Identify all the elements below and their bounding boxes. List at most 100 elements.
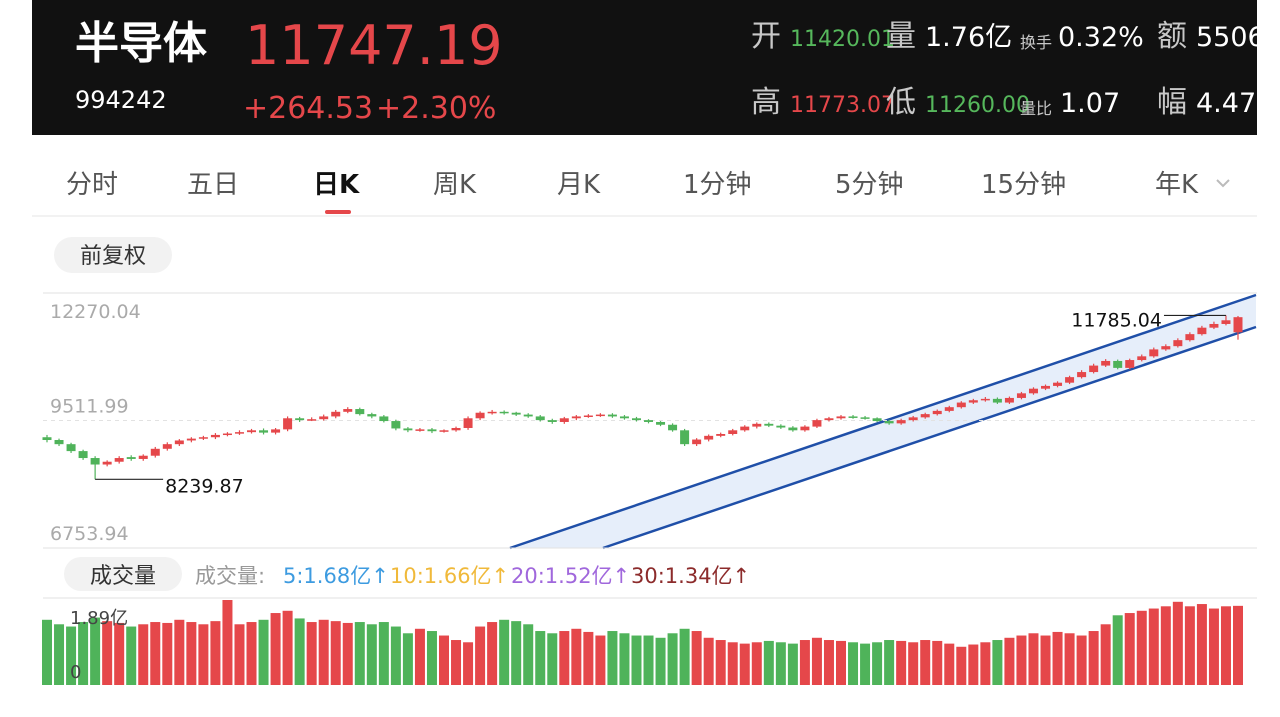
volume-bar bbox=[703, 637, 714, 685]
volume-bar bbox=[836, 640, 846, 685]
candle-body bbox=[247, 430, 257, 433]
candle-body bbox=[704, 435, 714, 440]
candle-body bbox=[908, 417, 918, 421]
tab[interactable]: 1分钟 bbox=[683, 170, 752, 200]
volume-bar bbox=[366, 624, 377, 685]
candle-body bbox=[812, 420, 822, 427]
stat-value: 5506 bbox=[1196, 22, 1265, 53]
candle-body bbox=[90, 458, 100, 465]
volume-bar bbox=[811, 637, 822, 685]
volume-bar bbox=[499, 619, 510, 685]
price-chart: 6753.94 9511.99 12270.04 8239.87 11785.04 bbox=[42, 292, 1257, 549]
volume-bar bbox=[968, 644, 979, 685]
volume-bar bbox=[126, 626, 137, 685]
volume-bar bbox=[1172, 601, 1183, 685]
stat-label: 低 bbox=[886, 85, 916, 120]
volume-bar bbox=[1028, 633, 1039, 685]
candle-body bbox=[1113, 360, 1123, 368]
volume-bar bbox=[1052, 631, 1063, 685]
candle-body bbox=[126, 457, 136, 459]
tab[interactable]: 周K bbox=[433, 170, 477, 200]
volume-bar bbox=[1196, 604, 1207, 685]
low-annotation: 8239.87 bbox=[165, 475, 244, 497]
stat-label: 幅 bbox=[1157, 85, 1187, 120]
candle-body bbox=[162, 444, 172, 449]
candle-body bbox=[499, 411, 509, 414]
candle-body bbox=[1004, 397, 1014, 403]
candle-body bbox=[559, 418, 569, 422]
candle-body bbox=[764, 423, 774, 426]
candle-body bbox=[728, 430, 738, 434]
volume-bar bbox=[763, 640, 774, 685]
volume-bar bbox=[306, 622, 317, 685]
candle-body bbox=[752, 423, 762, 427]
tab[interactable]: 年K bbox=[1155, 170, 1199, 200]
dropdown-icon[interactable] bbox=[1216, 179, 1230, 188]
volume-bar bbox=[619, 633, 630, 685]
tab[interactable]: 5分钟 bbox=[835, 170, 904, 200]
candle-body bbox=[1221, 320, 1231, 324]
candle-body bbox=[307, 419, 317, 421]
candle-body bbox=[860, 417, 870, 419]
change: +264.53 bbox=[243, 91, 373, 126]
candle-body bbox=[607, 414, 617, 417]
candle-body bbox=[1197, 327, 1207, 335]
volume-bar bbox=[631, 635, 642, 685]
candle-body bbox=[656, 421, 666, 425]
candle-body bbox=[1233, 317, 1243, 333]
candle-body bbox=[535, 416, 545, 421]
stat-value: 1.07 bbox=[1060, 88, 1120, 119]
candle-body bbox=[1077, 372, 1087, 378]
volume-bar bbox=[908, 642, 919, 685]
stat-value: 11260.00 bbox=[925, 93, 1030, 118]
volume-bar bbox=[992, 640, 1003, 685]
volume-bar bbox=[402, 633, 413, 685]
volume-bar bbox=[414, 628, 425, 685]
candle-body bbox=[848, 416, 858, 418]
stat-value: 0.32% bbox=[1058, 22, 1144, 53]
volume-bar bbox=[174, 619, 185, 685]
volume-bar bbox=[378, 622, 389, 685]
volume-bar bbox=[78, 622, 89, 685]
adjust-label: 前复权 bbox=[80, 244, 146, 269]
tab[interactable]: 月K bbox=[557, 170, 601, 200]
volume-button[interactable] bbox=[64, 557, 182, 591]
candle-body bbox=[788, 427, 798, 431]
candle-body bbox=[427, 429, 437, 432]
candle-body bbox=[391, 421, 401, 429]
volume-bar bbox=[463, 642, 474, 685]
volume-bar bbox=[198, 624, 209, 685]
volume-bar bbox=[1016, 635, 1027, 685]
tab[interactable]: 15分钟 bbox=[981, 170, 1066, 200]
adjust-button[interactable] bbox=[54, 237, 172, 273]
y-tick-label: 12270.04 bbox=[50, 301, 141, 323]
volume-bar bbox=[451, 640, 462, 685]
candle-body bbox=[331, 411, 341, 417]
candle-body bbox=[319, 416, 329, 420]
trend-line bbox=[602, 325, 1257, 550]
volume-bar bbox=[162, 622, 173, 685]
volume-bar bbox=[354, 622, 365, 685]
candle-body bbox=[367, 414, 377, 417]
volume-bar bbox=[1136, 610, 1147, 685]
candle-body bbox=[932, 410, 942, 415]
volume-bar bbox=[138, 624, 149, 685]
tab-active[interactable]: 日K bbox=[313, 170, 360, 200]
stat-label: 量比 bbox=[1020, 99, 1052, 118]
header: 半导体 11747.19 994242 +264.53 +2.30% 开 114… bbox=[75, 14, 1265, 126]
candle-body bbox=[1137, 356, 1147, 361]
y-tick-label: 9511.99 bbox=[50, 396, 129, 418]
volume-bar bbox=[54, 624, 65, 685]
volume-bar bbox=[270, 613, 281, 685]
candle-body bbox=[968, 400, 978, 403]
candle-body bbox=[824, 418, 834, 421]
stat-label: 开 bbox=[751, 19, 781, 54]
volume-bar bbox=[1220, 606, 1231, 685]
candle-body bbox=[198, 437, 208, 439]
candle-body bbox=[295, 418, 305, 421]
tab[interactable]: 五日 bbox=[187, 170, 239, 200]
tab[interactable]: 分时 bbox=[66, 170, 118, 200]
volume-bar bbox=[872, 642, 883, 685]
volume-bar bbox=[1148, 608, 1159, 685]
